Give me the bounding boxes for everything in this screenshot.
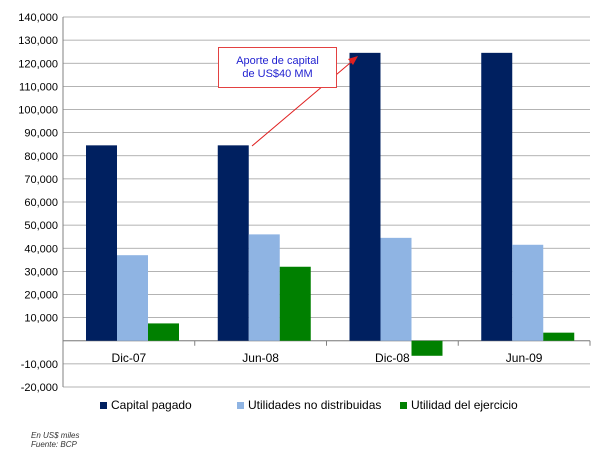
y-tick-labels: -20,000 -10,000 10,000 20,000 30,000 40,000 50… — [18, 12, 58, 394]
y-tick-label: 140,000 — [18, 12, 58, 24]
legend-label: Capital pagado — [111, 398, 192, 412]
y-tick-label: 10,000 — [24, 313, 58, 325]
bar — [411, 340, 443, 356]
y-tick-label: 70,000 — [24, 174, 58, 186]
y-tick-label: 80,000 — [24, 151, 58, 163]
bar — [117, 255, 148, 341]
bar — [148, 323, 179, 341]
legend-swatch — [237, 402, 244, 409]
y-tick-label: 20,000 — [24, 290, 58, 302]
y-tick-label: 110,000 — [19, 81, 58, 93]
bar — [349, 52, 381, 341]
x-tick-label: Dic-07 — [112, 351, 147, 365]
y-tick-label: 60,000 — [24, 197, 58, 209]
arrow-line — [251, 57, 357, 147]
bar — [481, 52, 513, 341]
y-tick-label: 40,000 — [24, 243, 58, 255]
bar — [217, 145, 249, 341]
annotation-arrow — [251, 56, 358, 147]
y-tick-label: 50,000 — [24, 220, 58, 232]
legend-label: Utilidad del ejercicio — [411, 398, 518, 412]
bars — [86, 52, 575, 356]
bar — [86, 145, 117, 341]
x-tick-label: Jun-08 — [242, 351, 279, 365]
annotation-line-2: de US$40 MM — [242, 68, 313, 80]
y-tick-label: -20,000 — [21, 382, 58, 394]
y-tick-label: 100,000 — [18, 105, 58, 117]
x-tick-label: Jun-09 — [506, 351, 543, 365]
legend-swatch — [400, 402, 407, 409]
bar — [380, 237, 412, 341]
annotation-callout: Aporte de capital de US$40 MM — [218, 47, 337, 88]
y-tick-label: -10,000 — [21, 359, 58, 371]
annotation-line-1: Aporte de capital — [236, 55, 319, 67]
arrow-head — [348, 56, 358, 65]
y-tick-label: 90,000 — [24, 128, 58, 140]
y-tick-label: 120,000 — [18, 58, 58, 70]
legend-swatch — [100, 402, 107, 409]
y-tick-label: 130,000 — [18, 35, 58, 47]
unit-note: En US$ miles — [31, 431, 80, 440]
bar — [512, 244, 544, 341]
bar — [543, 332, 575, 341]
bar — [248, 234, 280, 341]
x-tick-label: Dic-08 — [375, 351, 410, 365]
source-note: Fuente: BCP — [31, 440, 77, 449]
bar — [279, 266, 311, 341]
x-tick-labels: Dic-07 Jun-08 Dic-08 Jun-09 — [112, 351, 543, 365]
legend: Capital pagado Utilidades no distribuidas… — [100, 398, 518, 412]
legend-label: Utilidades no distribuidas — [248, 398, 381, 412]
y-tick-label: 30,000 — [24, 266, 58, 278]
